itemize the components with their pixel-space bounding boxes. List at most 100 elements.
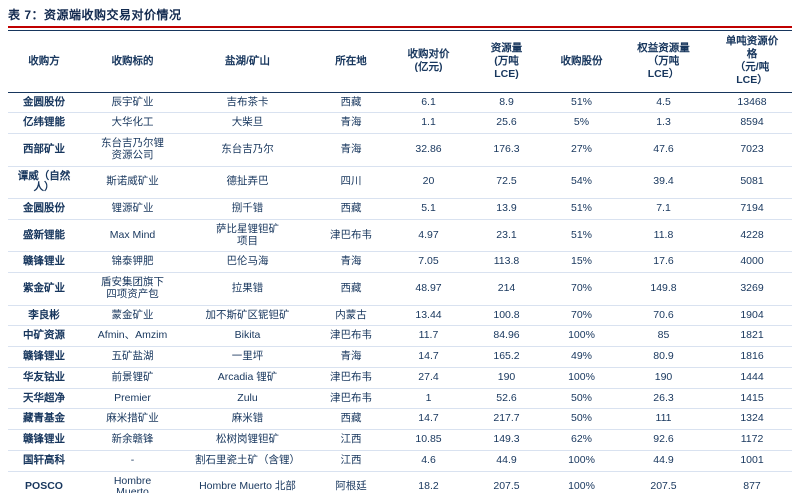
cell-unit_price: 1821 [712,325,792,347]
cell-resources: 113.8 [465,251,548,273]
cell-stake: 100% [548,450,615,472]
cell-unit_price: 4228 [712,219,792,253]
cell-equity_resources: 190 [615,367,712,389]
table-row: 赣锋锂业 锦泰钾肥 巴伦马海 青海 7.05 113.8 15% 17.6 4000 [8,251,792,273]
cell-resources: 165.2 [465,346,548,368]
cell-consideration: 5.1 [392,198,465,220]
cell-unit_price: 8594 [712,112,792,134]
cell-acquirer: 赣锋锂业 [8,429,80,451]
cell-equity_resources: 11.8 [615,219,712,253]
cell-mine: 大柴旦 [185,112,310,134]
cell-target: 锦泰钾肥 [80,251,185,273]
title-divider [8,26,792,28]
cell-location: 西藏 [310,198,392,220]
table-row: 赣锋锂业 五矿盐湖 一里坪 青海 14.7 165.2 49% 80.9 1816 [8,346,792,368]
cell-resources: 44.9 [465,450,548,472]
cell-resources: 23.1 [465,219,548,253]
cell-stake: 100% [548,367,615,389]
cell-target: 麻米措矿业 [80,408,185,430]
cell-acquirer: 藏青基金 [8,408,80,430]
cell-equity_resources: 85 [615,325,712,347]
cell-location: 青海 [310,112,392,134]
cell-location: 西藏 [310,408,392,430]
table-row: 李良彬 蒙金矿业 加不斯矿区铌钽矿 内蒙古 13.44 100.8 70% 70.6 1904 [8,305,792,327]
cell-target: Afmin、Amzim [80,325,185,347]
table-title: 表 7：资源端收购交易对价情况 [8,0,792,26]
cell-location: 四川 [310,166,392,199]
cell-stake: 51% [548,92,615,114]
table-row: 谭威（自然 人） 斯诺威矿业 德扯弄巴 四川 20 72.5 54% 39.4 5081 [8,166,792,199]
cell-acquirer: 亿纬锂能 [8,112,80,134]
cell-consideration: 1 [392,388,465,410]
acquisition-table: 收购方 收购标的 盐湖/矿山 所在地 收购对价 (亿元) 资源量 (万吨 LCE) 收购股份… [8,30,792,493]
cell-consideration: 6.1 [392,92,465,114]
cell-unit_price: 877 [712,471,792,493]
cell-mine: Hombre Muerto 北部 [185,471,310,493]
table-row: 西部矿业 东台吉乃尔锂 资源公司 东台吉乃尔 青海 32.86 176.3 27% 47.6 7… [8,133,792,167]
cell-location: 津巴布韦 [310,388,392,410]
table-row: 华友钴业 前景锂矿 Arcadia 锂矿 津巴布韦 27.4 190 100% 190 1444 [8,367,792,389]
cell-equity_resources: 17.6 [615,251,712,273]
column-header-consideration: 收购对价 (亿元) [407,48,450,74]
cell-target: 五矿盐湖 [80,346,185,368]
cell-acquirer: 紫金矿业 [8,272,80,306]
table-row: 国轩高科 - 割石里瓷土矿（含锂） 江西 4.6 44.9 100% 44.9 1001 [8,450,792,472]
cell-location: 青海 [310,346,392,368]
cell-resources: 52.6 [465,388,548,410]
cell-target: - [80,450,185,472]
cell-resources: 8.9 [465,92,548,114]
cell-location: 西藏 [310,92,392,114]
cell-equity_resources: 80.9 [615,346,712,368]
cell-consideration: 32.86 [392,133,465,167]
table-row: 亿纬锂能 大华化工 大柴旦 青海 1.1 25.6 5% 1.3 8594 [8,112,792,134]
cell-consideration: 7.05 [392,251,465,273]
cell-acquirer: 赣锋锂业 [8,251,80,273]
cell-equity_resources: 47.6 [615,133,712,167]
cell-location: 津巴布韦 [310,367,392,389]
cell-target: 前景锂矿 [80,367,185,389]
cell-consideration: 27.4 [392,367,465,389]
cell-resources: 84.96 [465,325,548,347]
table-row: 盛新锂能 Max Mind 萨比星锂钽矿 项目 津巴布韦 4.97 23.1 51% 11.8… [8,219,792,253]
table-row: 金圆股份 锂源矿业 捌千错 西藏 5.1 13.9 51% 7.1 7194 [8,198,792,220]
cell-acquirer: 谭威（自然 人） [8,166,80,199]
cell-target: Premier [80,388,185,410]
table-row: 藏青基金 麻米措矿业 麻米错 西藏 14.7 217.7 50% 111 1324 [8,408,792,430]
cell-unit_price: 7023 [712,133,792,167]
cell-target: Max Mind [80,219,185,253]
cell-unit_price: 1444 [712,367,792,389]
cell-location: 江西 [310,450,392,472]
cell-equity_resources: 26.3 [615,388,712,410]
cell-acquirer: POSCO [8,471,80,493]
cell-consideration: 14.7 [392,408,465,430]
cell-target: 东台吉乃尔锂 资源公司 [80,133,185,167]
cell-equity_resources: 207.5 [615,471,712,493]
cell-resources: 214 [465,272,548,306]
cell-unit_price: 7194 [712,198,792,220]
table-body: 金圆股份 辰宇矿业 吉布茶卡 西藏 6.1 8.9 51% 4.5 13468 亿纬锂能 大华化工大… [8,92,792,493]
table-header: 收购方 收购标的 盐湖/矿山 所在地 收购对价 (亿元) 资源量 (万吨 LCE) 收购股份… [8,30,792,92]
cell-acquirer: 金圆股份 [8,198,80,220]
cell-location: 青海 [310,133,392,167]
cell-equity_resources: 39.4 [615,166,712,199]
cell-resources: 149.3 [465,429,548,451]
cell-consideration: 18.2 [392,471,465,493]
cell-resources: 100.8 [465,305,548,327]
cell-unit_price: 1324 [712,408,792,430]
table-row: 紫金矿业 盾安集团旗下 四项资产包 拉果错 西藏 48.97 214 70% 149.8 326… [8,272,792,306]
cell-location: 西藏 [310,272,392,306]
cell-unit_price: 13468 [712,92,792,114]
cell-resources: 217.7 [465,408,548,430]
cell-unit_price: 1816 [712,346,792,368]
table-row: 天华超净 Premier Zulu 津巴布韦 1 52.6 50% 26.3 1415 [8,388,792,410]
cell-unit_price: 5081 [712,166,792,199]
cell-resources: 207.5 [465,471,548,493]
cell-stake: 49% [548,346,615,368]
cell-resources: 72.5 [465,166,548,199]
cell-equity_resources: 111 [615,408,712,430]
cell-acquirer: 华友钴业 [8,367,80,389]
cell-equity_resources: 70.6 [615,305,712,327]
column-header-stake: 收购股份 [560,54,603,67]
cell-acquirer: 赣锋锂业 [8,346,80,368]
cell-mine: 松树岗锂钽矿 [185,429,310,451]
